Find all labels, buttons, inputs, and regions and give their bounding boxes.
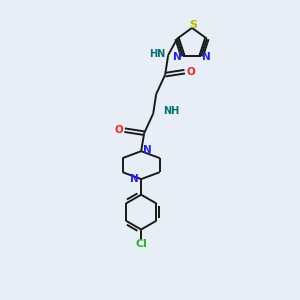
Text: N: N: [202, 52, 211, 62]
Text: N: N: [143, 145, 152, 155]
Text: S: S: [189, 20, 197, 31]
Text: O: O: [186, 67, 195, 77]
Text: N: N: [173, 52, 182, 62]
Text: Cl: Cl: [135, 238, 147, 249]
Text: O: O: [114, 125, 123, 135]
Text: N: N: [130, 174, 139, 184]
Text: HN: HN: [149, 49, 166, 59]
Text: NH: NH: [163, 106, 179, 116]
